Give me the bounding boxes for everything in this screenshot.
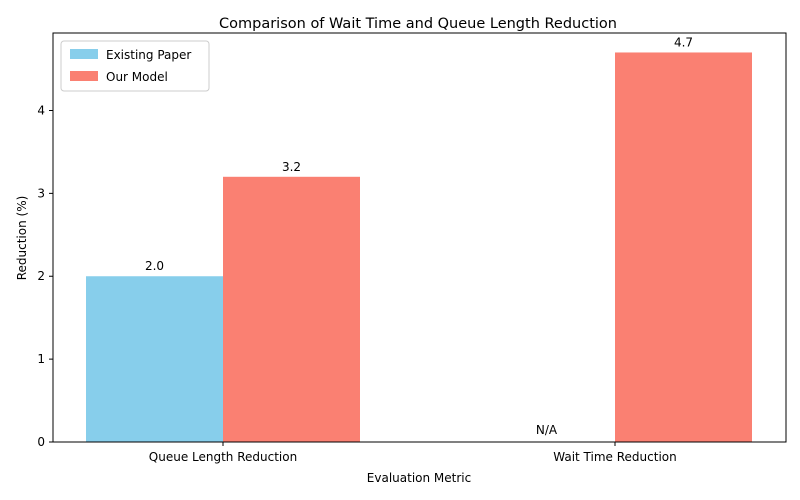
plot-frame (52, 32, 787, 443)
y-tick-label: 1 (37, 352, 45, 366)
y-tick-label: 4 (37, 103, 45, 117)
bar-value-label: 4.7 (674, 35, 693, 49)
axes (52, 32, 787, 443)
legend-entry-label: Existing Paper (106, 48, 191, 62)
x-axis-label: Evaluation Metric (367, 471, 471, 485)
bar-value-label: 3.2 (282, 160, 301, 174)
x-tick-label: Wait Time Reduction (553, 450, 676, 464)
y-tick-label: 3 (37, 186, 45, 200)
legend-entry-label: Our Model (106, 70, 168, 84)
legend: Existing Paper Our Model (60, 40, 210, 92)
x-tick-label: Queue Length Reduction (149, 450, 297, 464)
legend-swatch (70, 49, 98, 59)
legend-swatch (70, 71, 98, 81)
y-axis-ticks: 0 1 2 3 4 (37, 103, 53, 449)
bar (86, 276, 223, 442)
bars-layer (86, 52, 752, 442)
y-axis-label: Reduction (%) (15, 196, 29, 281)
value-labels-layer: 2.0 N/A 3.2 4.7 (145, 35, 693, 437)
y-tick-label: 2 (37, 269, 45, 283)
x-axis-ticks: Queue Length Reduction Wait Time Reductio… (149, 442, 677, 464)
chart-title: Comparison of Wait Time and Queue Length… (219, 16, 617, 32)
bar-value-label: N/A (536, 423, 558, 437)
y-tick-label: 0 (37, 435, 45, 449)
bar (223, 176, 360, 442)
bar-value-label: 2.0 (145, 259, 164, 273)
bar (615, 52, 752, 442)
